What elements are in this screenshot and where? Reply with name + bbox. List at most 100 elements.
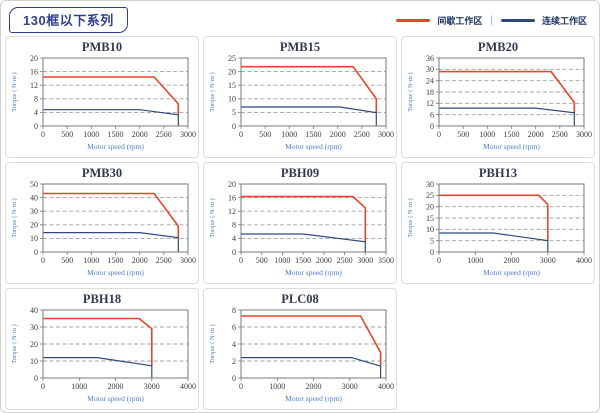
svg-text:4: 4 bbox=[232, 234, 236, 243]
svg-text:2000: 2000 bbox=[306, 382, 322, 391]
svg-text:Motor speed (rpm): Motor speed (rpm) bbox=[87, 268, 144, 277]
svg-text:30: 30 bbox=[30, 323, 38, 332]
svg-text:Torque ( N·m ): Torque ( N·m ) bbox=[407, 72, 414, 111]
svg-text:500: 500 bbox=[256, 256, 268, 265]
chart-panel-PMB30: PMB30 0 500 1000 1500 2000 2500 3000 0 10 20 30 40 50… bbox=[5, 162, 199, 284]
svg-text:3000: 3000 bbox=[378, 130, 394, 139]
chart-canvas: 0 500 1000 1500 2000 2500 3000 0 4 8 12 16 20 Motor s… bbox=[11, 55, 196, 151]
svg-text:2000: 2000 bbox=[132, 130, 148, 139]
svg-text:10: 10 bbox=[30, 357, 38, 366]
svg-text:4: 4 bbox=[232, 340, 236, 349]
svg-text:1500: 1500 bbox=[108, 130, 124, 139]
svg-text:25: 25 bbox=[228, 55, 236, 63]
svg-text:Motor speed (rpm): Motor speed (rpm) bbox=[285, 394, 342, 403]
charts-grid: PMB10 0 500 1000 1500 2000 2500 3000 0 4 8 12 16 20 Mo… bbox=[1, 34, 599, 412]
chart-title: PBH09 bbox=[280, 166, 320, 180]
svg-text:30: 30 bbox=[30, 207, 38, 216]
svg-text:2500: 2500 bbox=[552, 130, 568, 139]
svg-text:8: 8 bbox=[34, 95, 38, 104]
svg-text:0: 0 bbox=[34, 374, 38, 383]
chart-title: PLC08 bbox=[281, 292, 319, 306]
chart-canvas: 0 500 1000 1500 2000 2500 3000 0 5 10 15 20 25 Motor … bbox=[209, 55, 394, 151]
svg-text:18: 18 bbox=[426, 88, 434, 97]
svg-text:5: 5 bbox=[430, 237, 434, 246]
svg-text:1000: 1000 bbox=[467, 256, 483, 265]
svg-text:0: 0 bbox=[41, 256, 45, 265]
chart-panel-PBH18: PBH18 0 1000 2000 3000 4000 0 10 20 30 40 Motor spe… bbox=[5, 288, 199, 410]
svg-text:Torque ( N·m ): Torque ( N·m ) bbox=[407, 198, 414, 237]
svg-text:2000: 2000 bbox=[132, 256, 148, 265]
svg-text:1000: 1000 bbox=[269, 382, 285, 391]
svg-text:12: 12 bbox=[426, 99, 434, 108]
svg-text:15: 15 bbox=[228, 81, 236, 90]
chart-canvas: 0 500 1000 1500 2000 2500 3000 3500 0 4 8 12 16 20 Mot… bbox=[209, 181, 394, 277]
svg-text:1500: 1500 bbox=[504, 130, 520, 139]
chart-panel-PBH13: PBH13 0 1000 2000 3000 4000 0 5 10 15 20 25 30 Motor … bbox=[401, 162, 595, 284]
svg-text:Motor speed (rpm): Motor speed (rpm) bbox=[285, 142, 342, 151]
svg-text:500: 500 bbox=[259, 130, 271, 139]
chart-title: PMB15 bbox=[279, 40, 321, 54]
chart-title: PMB10 bbox=[81, 40, 123, 54]
svg-text:0: 0 bbox=[232, 248, 236, 257]
svg-text:20: 20 bbox=[30, 340, 38, 349]
svg-text:Torque ( N·m ): Torque ( N·m ) bbox=[209, 324, 216, 363]
svg-text:4000: 4000 bbox=[378, 382, 394, 391]
svg-text:Motor speed (rpm): Motor speed (rpm) bbox=[285, 268, 342, 277]
svg-text:0: 0 bbox=[437, 130, 441, 139]
svg-text:30: 30 bbox=[426, 181, 434, 189]
chart-panel-PMB15: PMB15 0 500 1000 1500 2000 2500 3000 0 5 10 15 20 25 M… bbox=[203, 36, 397, 158]
svg-text:6: 6 bbox=[232, 323, 236, 332]
chart-panel-PMB10: PMB10 0 500 1000 1500 2000 2500 3000 0 4 8 12 16 20 Mo… bbox=[5, 36, 199, 158]
svg-text:10: 10 bbox=[426, 225, 434, 234]
svg-text:1500: 1500 bbox=[295, 256, 311, 265]
svg-text:20: 20 bbox=[228, 181, 236, 189]
svg-text:12: 12 bbox=[228, 207, 236, 216]
chart-canvas: 0 1000 2000 3000 4000 0 5 10 15 20 25 30 Motor speed… bbox=[407, 181, 592, 277]
svg-text:20: 20 bbox=[426, 203, 434, 212]
svg-text:0: 0 bbox=[437, 256, 441, 265]
svg-text:1000: 1000 bbox=[281, 130, 297, 139]
svg-text:16: 16 bbox=[30, 67, 38, 76]
svg-text:4000: 4000 bbox=[180, 382, 196, 391]
svg-text:1000: 1000 bbox=[83, 256, 99, 265]
svg-text:1000: 1000 bbox=[83, 130, 99, 139]
svg-text:500: 500 bbox=[61, 130, 73, 139]
continuous-line-swatch-icon bbox=[500, 18, 535, 22]
svg-text:2000: 2000 bbox=[504, 256, 520, 265]
empty-cell bbox=[401, 288, 595, 410]
svg-text:2500: 2500 bbox=[156, 130, 172, 139]
svg-text:Motor speed (rpm): Motor speed (rpm) bbox=[87, 142, 144, 151]
svg-text:15: 15 bbox=[426, 214, 434, 223]
svg-text:16: 16 bbox=[228, 193, 236, 202]
svg-text:0: 0 bbox=[41, 382, 45, 391]
svg-text:2000: 2000 bbox=[528, 130, 544, 139]
legend-label-continuous: 连续工作区 bbox=[541, 15, 587, 26]
svg-text:3000: 3000 bbox=[576, 130, 592, 139]
svg-text:0: 0 bbox=[239, 382, 243, 391]
svg-text:0: 0 bbox=[232, 374, 236, 383]
svg-text:3000: 3000 bbox=[342, 382, 358, 391]
svg-text:8: 8 bbox=[232, 221, 236, 230]
svg-text:0: 0 bbox=[239, 256, 243, 265]
svg-text:Torque ( N·m ): Torque ( N·m ) bbox=[209, 72, 216, 111]
svg-text:Torque ( N·m ): Torque ( N·m ) bbox=[209, 198, 216, 237]
svg-text:5: 5 bbox=[232, 108, 236, 117]
svg-text:30: 30 bbox=[426, 65, 434, 74]
svg-text:0: 0 bbox=[239, 130, 243, 139]
svg-text:50: 50 bbox=[30, 181, 38, 189]
svg-text:2000: 2000 bbox=[108, 382, 124, 391]
svg-text:3000: 3000 bbox=[180, 256, 196, 265]
svg-text:3500: 3500 bbox=[378, 256, 394, 265]
chart-title: PBH13 bbox=[478, 166, 518, 180]
chart-canvas: 0 500 1000 1500 2000 2500 3000 0 6 12 18 24 30 36 Moto… bbox=[407, 55, 592, 151]
svg-text:Motor speed (rpm): Motor speed (rpm) bbox=[87, 394, 144, 403]
intermittent-line-swatch-icon bbox=[396, 18, 431, 22]
svg-text:20: 20 bbox=[228, 67, 236, 76]
svg-text:36: 36 bbox=[426, 55, 434, 63]
svg-text:3000: 3000 bbox=[180, 130, 196, 139]
chart-canvas: 0 1000 2000 3000 4000 0 2 4 6 8 Motor speed (rpm) T… bbox=[209, 307, 394, 403]
svg-text:4: 4 bbox=[34, 108, 38, 117]
svg-text:40: 40 bbox=[30, 307, 38, 315]
chart-title: PMB20 bbox=[477, 40, 519, 54]
